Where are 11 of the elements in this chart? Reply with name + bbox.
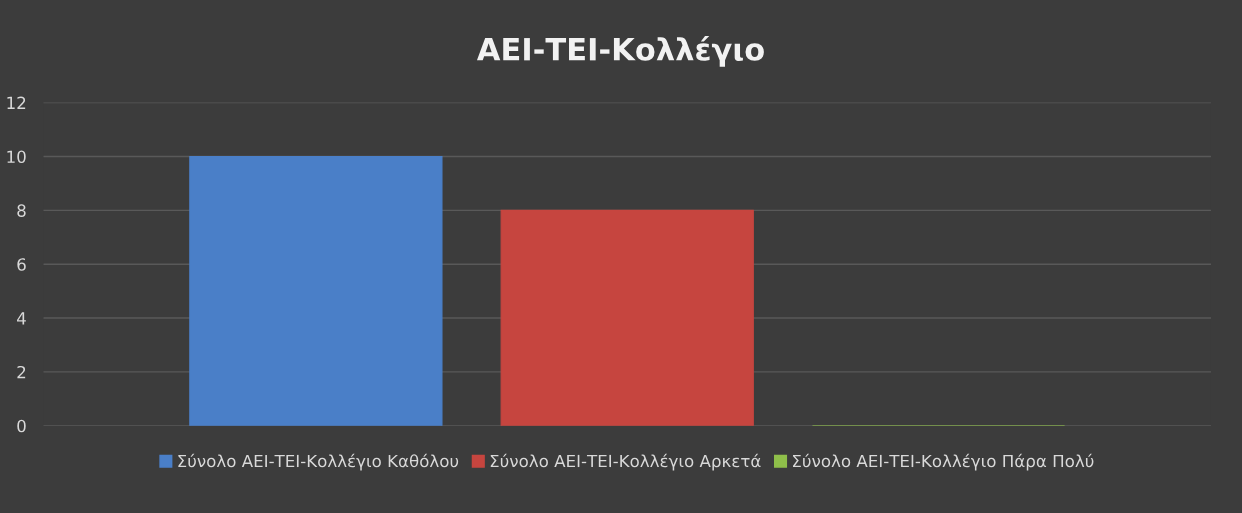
y-tick-label: 4 xyxy=(17,312,26,325)
y-tick-label: 0 xyxy=(17,419,26,433)
y-tick-label: 12 xyxy=(7,96,26,109)
legend-label: Σύνολο ΑΕΙ-ΤΕΙ-Κολλέγιο Αρκετά xyxy=(490,453,761,471)
y-tick-label: 8 xyxy=(17,204,26,217)
y-tick-label: 2 xyxy=(17,365,26,379)
legend-label: Σύνολο ΑΕΙ-ΤΕΙ-Κολλέγιο Πάρα Πολύ xyxy=(793,453,1094,471)
y-tick-label: 6 xyxy=(17,258,26,271)
legend-label: Σύνολο ΑΕΙ-ΤΕΙ-Κολλέγιο Καθόλου xyxy=(178,453,459,471)
y-tick-label: 10 xyxy=(7,150,26,164)
chart-title: ΑΕΙ-ΤΕΙ-Κολλέγιο xyxy=(476,35,764,67)
